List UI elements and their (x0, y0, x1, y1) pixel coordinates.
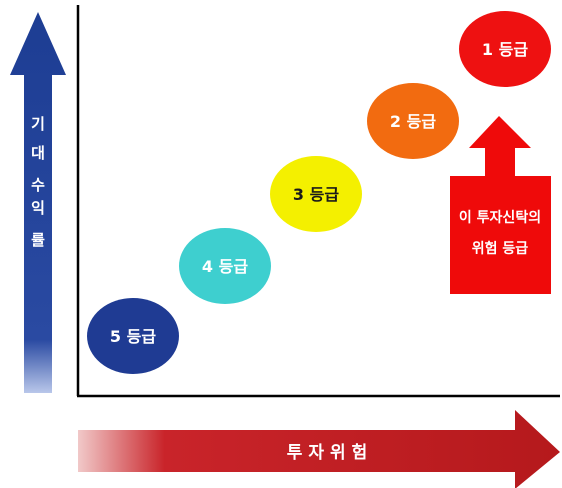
y-axis-label-char: 수 (31, 176, 45, 194)
grade-2-ellipse (367, 83, 459, 159)
callout-line-2: 위험 등급 (472, 240, 529, 257)
y-axis-label-char: 률 (31, 231, 45, 249)
grade-1: 1 등급 (459, 11, 551, 87)
y-axis-label-char: 대 (31, 144, 45, 162)
x-axis-label: 투자위험 (287, 442, 374, 463)
grade-4-label: 4 등급 (202, 257, 248, 276)
grade-5-label: 5 등급 (110, 327, 156, 346)
grade-5: 5 등급 (87, 298, 179, 374)
callout-arrow (469, 116, 531, 176)
y-axis-label-char: 기 (31, 115, 45, 133)
callout-box (450, 176, 551, 294)
grade-4: 4 등급 (179, 228, 271, 304)
y-axis-label-char: 익 (31, 199, 45, 217)
grade-3-label: 3 등급 (293, 185, 339, 204)
grade-2: 2 등급 (367, 83, 459, 159)
callout-line-1: 이 투자신탁의 (459, 209, 541, 226)
y-axis-arrow (10, 12, 66, 393)
grade-1-ellipse (459, 11, 551, 87)
grade-3: 3 등급 (270, 156, 362, 232)
x-axis-arrow (78, 410, 560, 488)
grade-2-label: 2 등급 (390, 112, 436, 131)
grade-5-ellipse (87, 298, 179, 374)
grade-3-ellipse (270, 156, 362, 232)
grade-4-ellipse (179, 228, 271, 304)
grade-1-label: 1 등급 (482, 40, 528, 59)
